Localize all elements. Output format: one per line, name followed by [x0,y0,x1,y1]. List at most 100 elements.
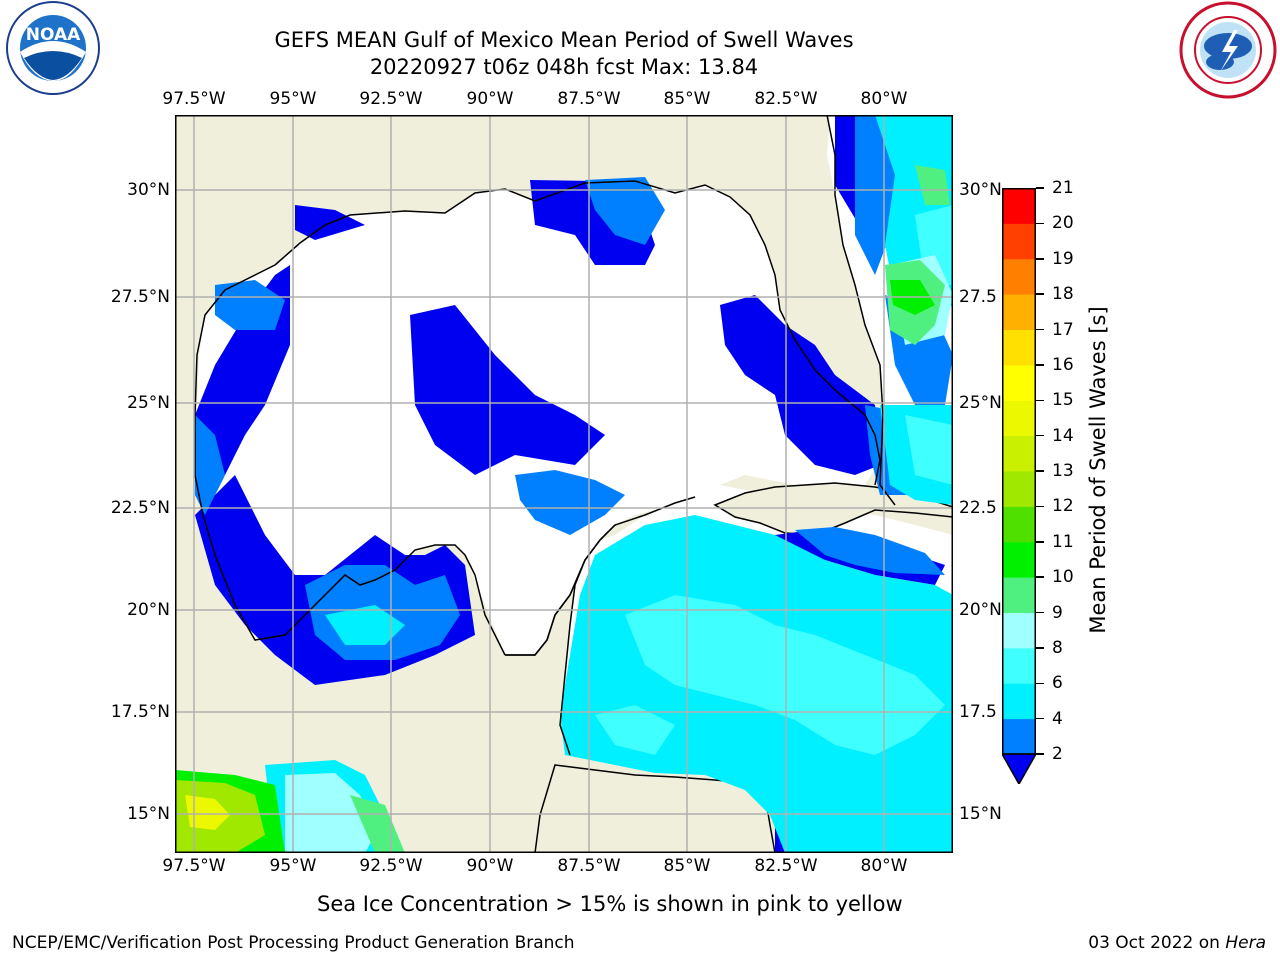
colorbar-tick [1036,611,1044,614]
colorbar-tick [1036,222,1044,225]
chart-subtitle: 20220927 t06z 048h fcst Max: 13.84 [369,55,759,79]
lon-label-bottom: 80°W [860,856,908,876]
run-date-text: 03 Oct 2022 on [1088,933,1226,953]
colorbar-level-label: 4 [1052,708,1063,729]
colorbar-tick [1036,399,1044,401]
ice-note: Sea Ice Concentration > 15% is shown in … [317,892,903,916]
colorbar [1000,188,1038,786]
colorbar-band [1002,718,1036,755]
cuba-land [713,482,953,536]
chart-title: GEFS MEAN Gulf of Mexico Mean Period of … [274,28,854,52]
colorbar-band [1002,294,1036,330]
lon-label-bottom: 90°W [466,856,514,876]
colorbar-band [1002,683,1036,720]
gulf-coastline [194,180,881,656]
colorbar-level-label: 10 [1052,567,1074,588]
lat-label-right: 22.5 [959,498,997,518]
lat-label-left: 25°N [127,393,170,413]
lon-label-top: 92.5°W [359,89,423,109]
colorbar-band [1002,471,1036,507]
lon-label-bottom: 95°W [269,856,317,876]
colorbar-level-label: 17 [1052,319,1074,340]
colorbar-tick [1036,258,1044,260]
colorbar-tick [1036,717,1044,720]
map-frame[interactable] [175,115,953,853]
lon-label-top: 82.5°W [754,89,818,109]
colorbar-band [1002,577,1036,613]
lat-label-left: 20°N [127,600,170,620]
colorbar-band [1002,647,1036,684]
colorbar-tick [1036,576,1044,578]
run-host: Hera [1225,933,1266,953]
colorbar-band [1002,612,1036,649]
lat-label-right: 25°N [959,393,1002,413]
colorbar-tick [1036,753,1044,755]
colorbar-tick [1036,647,1044,649]
colorbar-tick [1036,187,1044,189]
colorbar-tick [1036,434,1044,437]
lat-label-right: 15°N [959,804,1002,824]
colorbar-level-label: 20 [1052,213,1074,234]
colorbar-border [1002,188,1036,755]
colorbar-band [1002,364,1036,401]
lat-label-left: 17.5°N [110,702,170,722]
lon-label-top: 90°W [466,89,514,109]
nws-logo [1176,0,1280,100]
swell-band-14-15 [185,795,230,830]
colorbar-band [1002,223,1036,260]
lon-label-bottom: 92.5°W [359,856,423,876]
colorbar-level-label: 13 [1052,461,1074,481]
lat-label-right: 30°N [959,180,1002,200]
colorbar-level-label: 14 [1052,425,1074,446]
lon-label-top: 97.5°W [162,89,226,109]
lon-label-top: 85°W [663,89,711,109]
colorbar-band [1002,506,1036,543]
lon-label-bottom: 82.5°W [754,856,818,876]
colorbar-tick [1036,293,1044,295]
gridlines [175,115,953,853]
map-canvas [175,115,953,853]
lon-label-top: 80°W [860,89,908,109]
noaa-logo-text: NOAA [26,25,81,45]
lat-label-left: 22.5°N [110,498,170,518]
lon-label-bottom: 85°W [663,856,711,876]
colorbar-level-label: 19 [1052,248,1074,269]
lat-label-left: 27.5°N [110,287,170,307]
colorbar-tick [1036,364,1044,366]
colorbar-tick [1036,541,1044,543]
colorbar-title: Mean Period of Swell Waves [s] [1086,306,1110,634]
colorbar-level-label: 12 [1052,496,1074,517]
colorbar-tick [1036,505,1044,508]
colorbar-tick [1036,470,1044,472]
yucatan-coastline [505,496,696,756]
colorbar-level-label: 8 [1052,637,1063,658]
colorbar-band [1002,435,1036,472]
lat-label-right: 27.5 [959,287,997,307]
colorbar-level-label: 11 [1052,531,1074,552]
colorbar-band [1002,258,1036,295]
noaa-logo: NOAA [0,0,106,100]
colorbar-tick [1036,682,1044,684]
lat-label-left: 15°N [127,804,170,824]
lon-label-top: 95°W [269,89,317,109]
lon-label-bottom: 87.5°W [557,856,621,876]
colorbar-level-label: 9 [1052,602,1063,623]
lat-label-right: 20°N [959,600,1002,620]
colorbar-level-label: 16 [1052,354,1074,375]
lat-label-left: 30°N [127,180,170,200]
colorbar-band [1002,541,1036,578]
colorbar-band [1002,329,1036,366]
lon-label-top: 87.5°W [557,89,621,109]
lat-label-right: 17.5 [959,702,997,722]
colorbar-band [1002,400,1036,437]
colorbar-level-label: 2 [1052,744,1063,764]
florida-east-coastline [826,115,896,506]
colorbar-level-label: 18 [1052,284,1074,305]
run-date: 03 Oct 2022 on Hera [1088,933,1266,953]
colorbar-level-label: 6 [1052,673,1063,694]
colorbar-tick [1036,328,1044,331]
colorbar-level-label: 15 [1052,390,1074,411]
lon-label-bottom: 97.5°W [162,856,226,876]
colorbar-band [1002,188,1036,224]
branch-credit: NCEP/EMC/Verification Post Processing Pr… [12,933,575,953]
